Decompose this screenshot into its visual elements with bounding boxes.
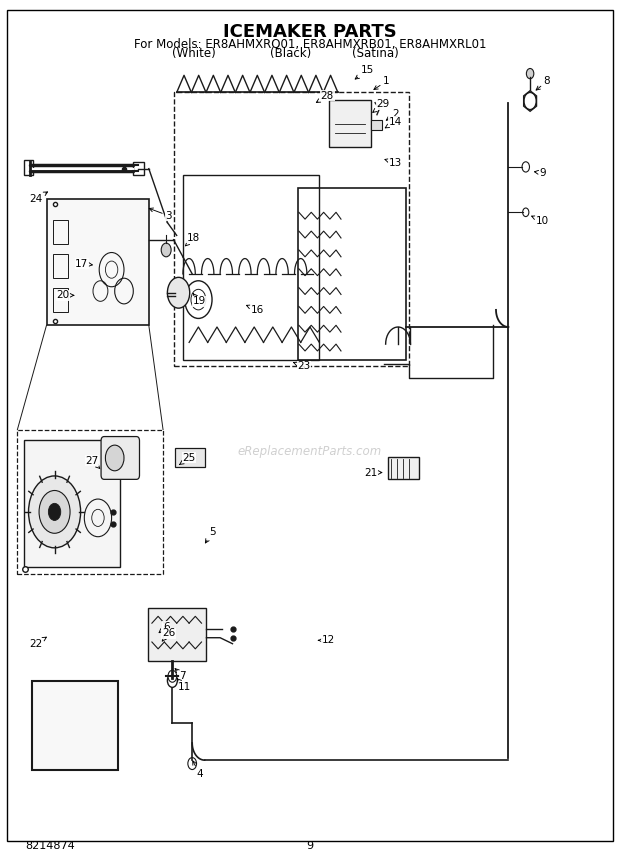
Text: 17: 17 (75, 259, 92, 269)
Text: 8214874: 8214874 (25, 841, 74, 851)
Bar (46, 199, 149, 325)
Circle shape (188, 758, 197, 770)
Bar (371, 120, 382, 130)
Text: 25: 25 (180, 453, 196, 465)
Text: (Satina): (Satina) (352, 47, 399, 61)
Text: 4: 4 (193, 761, 203, 779)
Bar (133, 162, 144, 175)
Text: 24: 24 (29, 192, 48, 204)
Circle shape (48, 503, 61, 520)
Text: 29: 29 (373, 99, 390, 112)
Circle shape (167, 674, 177, 687)
Text: (Black): (Black) (270, 47, 311, 61)
Text: 13: 13 (385, 158, 402, 168)
Circle shape (29, 476, 81, 548)
Bar (175, 448, 205, 467)
Text: 9: 9 (534, 168, 546, 178)
Text: 12: 12 (319, 635, 335, 645)
Text: 21: 21 (364, 467, 382, 478)
Text: 27: 27 (85, 455, 100, 468)
Text: 14: 14 (385, 116, 402, 128)
Circle shape (168, 670, 177, 682)
Bar (53, 288, 68, 312)
Text: 10: 10 (531, 216, 549, 226)
Text: 11: 11 (177, 679, 192, 692)
Text: 18: 18 (185, 233, 200, 246)
Circle shape (522, 162, 529, 172)
Bar (174, 92, 409, 366)
Circle shape (161, 243, 171, 257)
Text: 23: 23 (294, 361, 311, 372)
Text: eReplacementParts.com: eReplacementParts.com (238, 445, 382, 459)
Text: 28: 28 (316, 91, 334, 103)
FancyBboxPatch shape (101, 437, 140, 479)
Bar (329, 100, 371, 147)
Text: 5: 5 (205, 527, 215, 543)
Text: 20: 20 (56, 290, 74, 300)
Text: (White): (White) (172, 47, 215, 61)
Bar (388, 457, 418, 479)
Text: 16: 16 (247, 305, 264, 315)
Text: 9: 9 (306, 841, 314, 851)
Circle shape (39, 490, 70, 533)
Text: 7: 7 (175, 669, 186, 681)
Circle shape (526, 68, 534, 79)
Circle shape (105, 445, 124, 471)
Text: ICEMAKER PARTS: ICEMAKER PARTS (223, 22, 397, 41)
Text: 19: 19 (193, 294, 206, 306)
Circle shape (524, 92, 536, 110)
Bar (24, 440, 120, 567)
Text: 1: 1 (374, 76, 389, 90)
Bar (17, 430, 163, 574)
Circle shape (523, 208, 529, 217)
Text: 3: 3 (149, 208, 172, 221)
Text: 6: 6 (159, 621, 169, 633)
Text: 26: 26 (162, 628, 175, 641)
Bar (148, 608, 206, 661)
Text: For Models: ER8AHMXRQ01, ER8AHMXRB01, ER8AHMXRL01: For Models: ER8AHMXRQ01, ER8AHMXRB01, ER… (134, 37, 486, 51)
Bar (183, 175, 319, 360)
Text: 2: 2 (386, 109, 399, 120)
Bar (24, 160, 33, 175)
Text: 8: 8 (536, 76, 550, 90)
Text: 22: 22 (29, 637, 46, 649)
Circle shape (167, 277, 190, 308)
Bar (32, 681, 118, 770)
Text: 15: 15 (355, 65, 374, 79)
Bar (53, 220, 68, 244)
Bar (53, 254, 68, 278)
